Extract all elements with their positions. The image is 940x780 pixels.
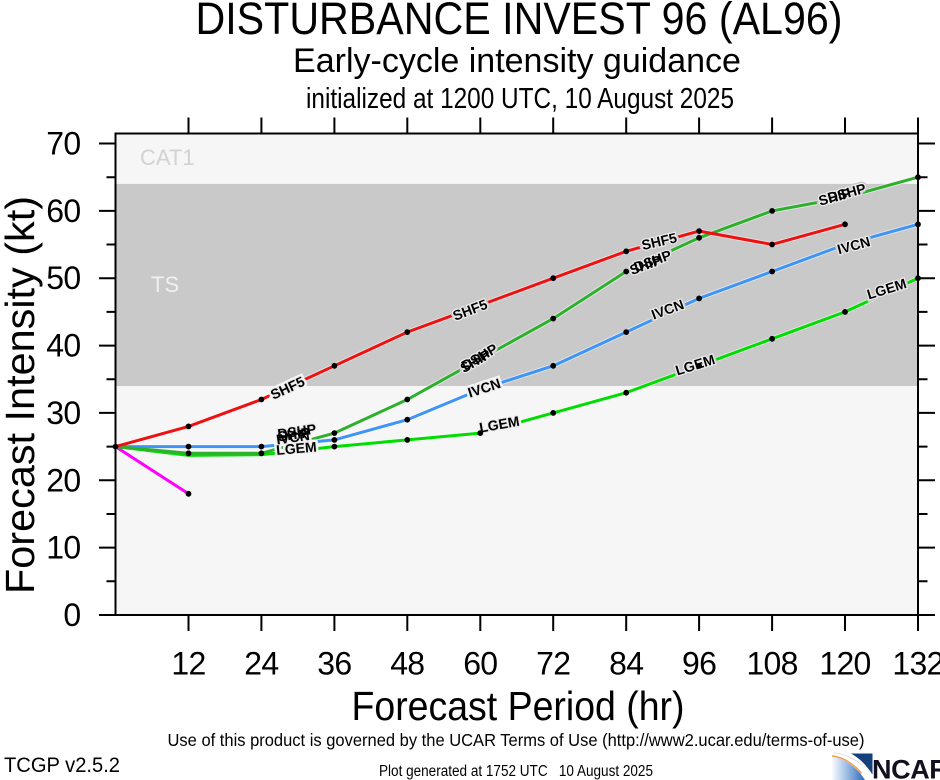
svg-text:30: 30 xyxy=(46,395,80,431)
svg-text:0: 0 xyxy=(63,597,80,633)
svg-text:SHIP: SHIP xyxy=(277,424,312,444)
svg-text:Plot generated at 1752 UTC 1: Plot generated at 1752 UTC 10 August 202… xyxy=(379,763,653,780)
svg-text:IVCN: IVCN xyxy=(275,427,310,448)
svg-text:SHF5: SHF5 xyxy=(640,229,679,253)
svg-text:70: 70 xyxy=(46,126,80,162)
svg-text:120: 120 xyxy=(819,646,870,682)
svg-text:12: 12 xyxy=(171,646,205,682)
svg-text:initialized at 1200 UTC, 10 Au: initialized at 1200 UTC, 10 August 2025 xyxy=(306,83,734,115)
svg-text:CAT1: CAT1 xyxy=(140,145,195,170)
svg-text:10: 10 xyxy=(46,530,80,566)
svg-text:Forecast Intensity (kt): Forecast Intensity (kt) xyxy=(0,196,43,594)
svg-text:48: 48 xyxy=(390,646,424,682)
svg-text:LGEM: LGEM xyxy=(276,438,318,457)
svg-text:20: 20 xyxy=(46,462,80,498)
svg-text:72: 72 xyxy=(536,646,570,682)
svg-text:132: 132 xyxy=(892,646,940,682)
svg-text:NCAR: NCAR xyxy=(872,755,940,780)
svg-text:Use of this product is governe: Use of this product is governed by the U… xyxy=(168,730,865,750)
svg-text:24: 24 xyxy=(244,646,278,682)
svg-text:108: 108 xyxy=(746,646,797,682)
svg-text:60: 60 xyxy=(46,193,80,229)
svg-text:50: 50 xyxy=(46,260,80,296)
svg-text:96: 96 xyxy=(682,646,716,682)
svg-text:Forecast Period (hr): Forecast Period (hr) xyxy=(352,683,685,729)
svg-text:Early-cycle intensity guidance: Early-cycle intensity guidance xyxy=(293,42,741,80)
svg-text:LGEM: LGEM xyxy=(276,438,318,457)
svg-text:SHIP: SHIP xyxy=(277,424,312,444)
svg-text:LGEM: LGEM xyxy=(478,413,521,436)
svg-text:36: 36 xyxy=(317,646,351,682)
svg-text:IVCN: IVCN xyxy=(275,427,310,448)
svg-text:TCGP v2.5.2: TCGP v2.5.2 xyxy=(4,753,120,777)
svg-text:TS: TS xyxy=(151,272,179,297)
svg-text:DISTURBANCE INVEST 96 (AL96): DISTURBANCE INVEST 96 (AL96) xyxy=(196,0,843,44)
svg-text:DSHP: DSHP xyxy=(276,421,317,442)
svg-text:60: 60 xyxy=(463,646,497,682)
svg-text:84: 84 xyxy=(609,646,643,682)
svg-text:DSHP: DSHP xyxy=(276,421,317,442)
svg-text:40: 40 xyxy=(46,328,80,364)
